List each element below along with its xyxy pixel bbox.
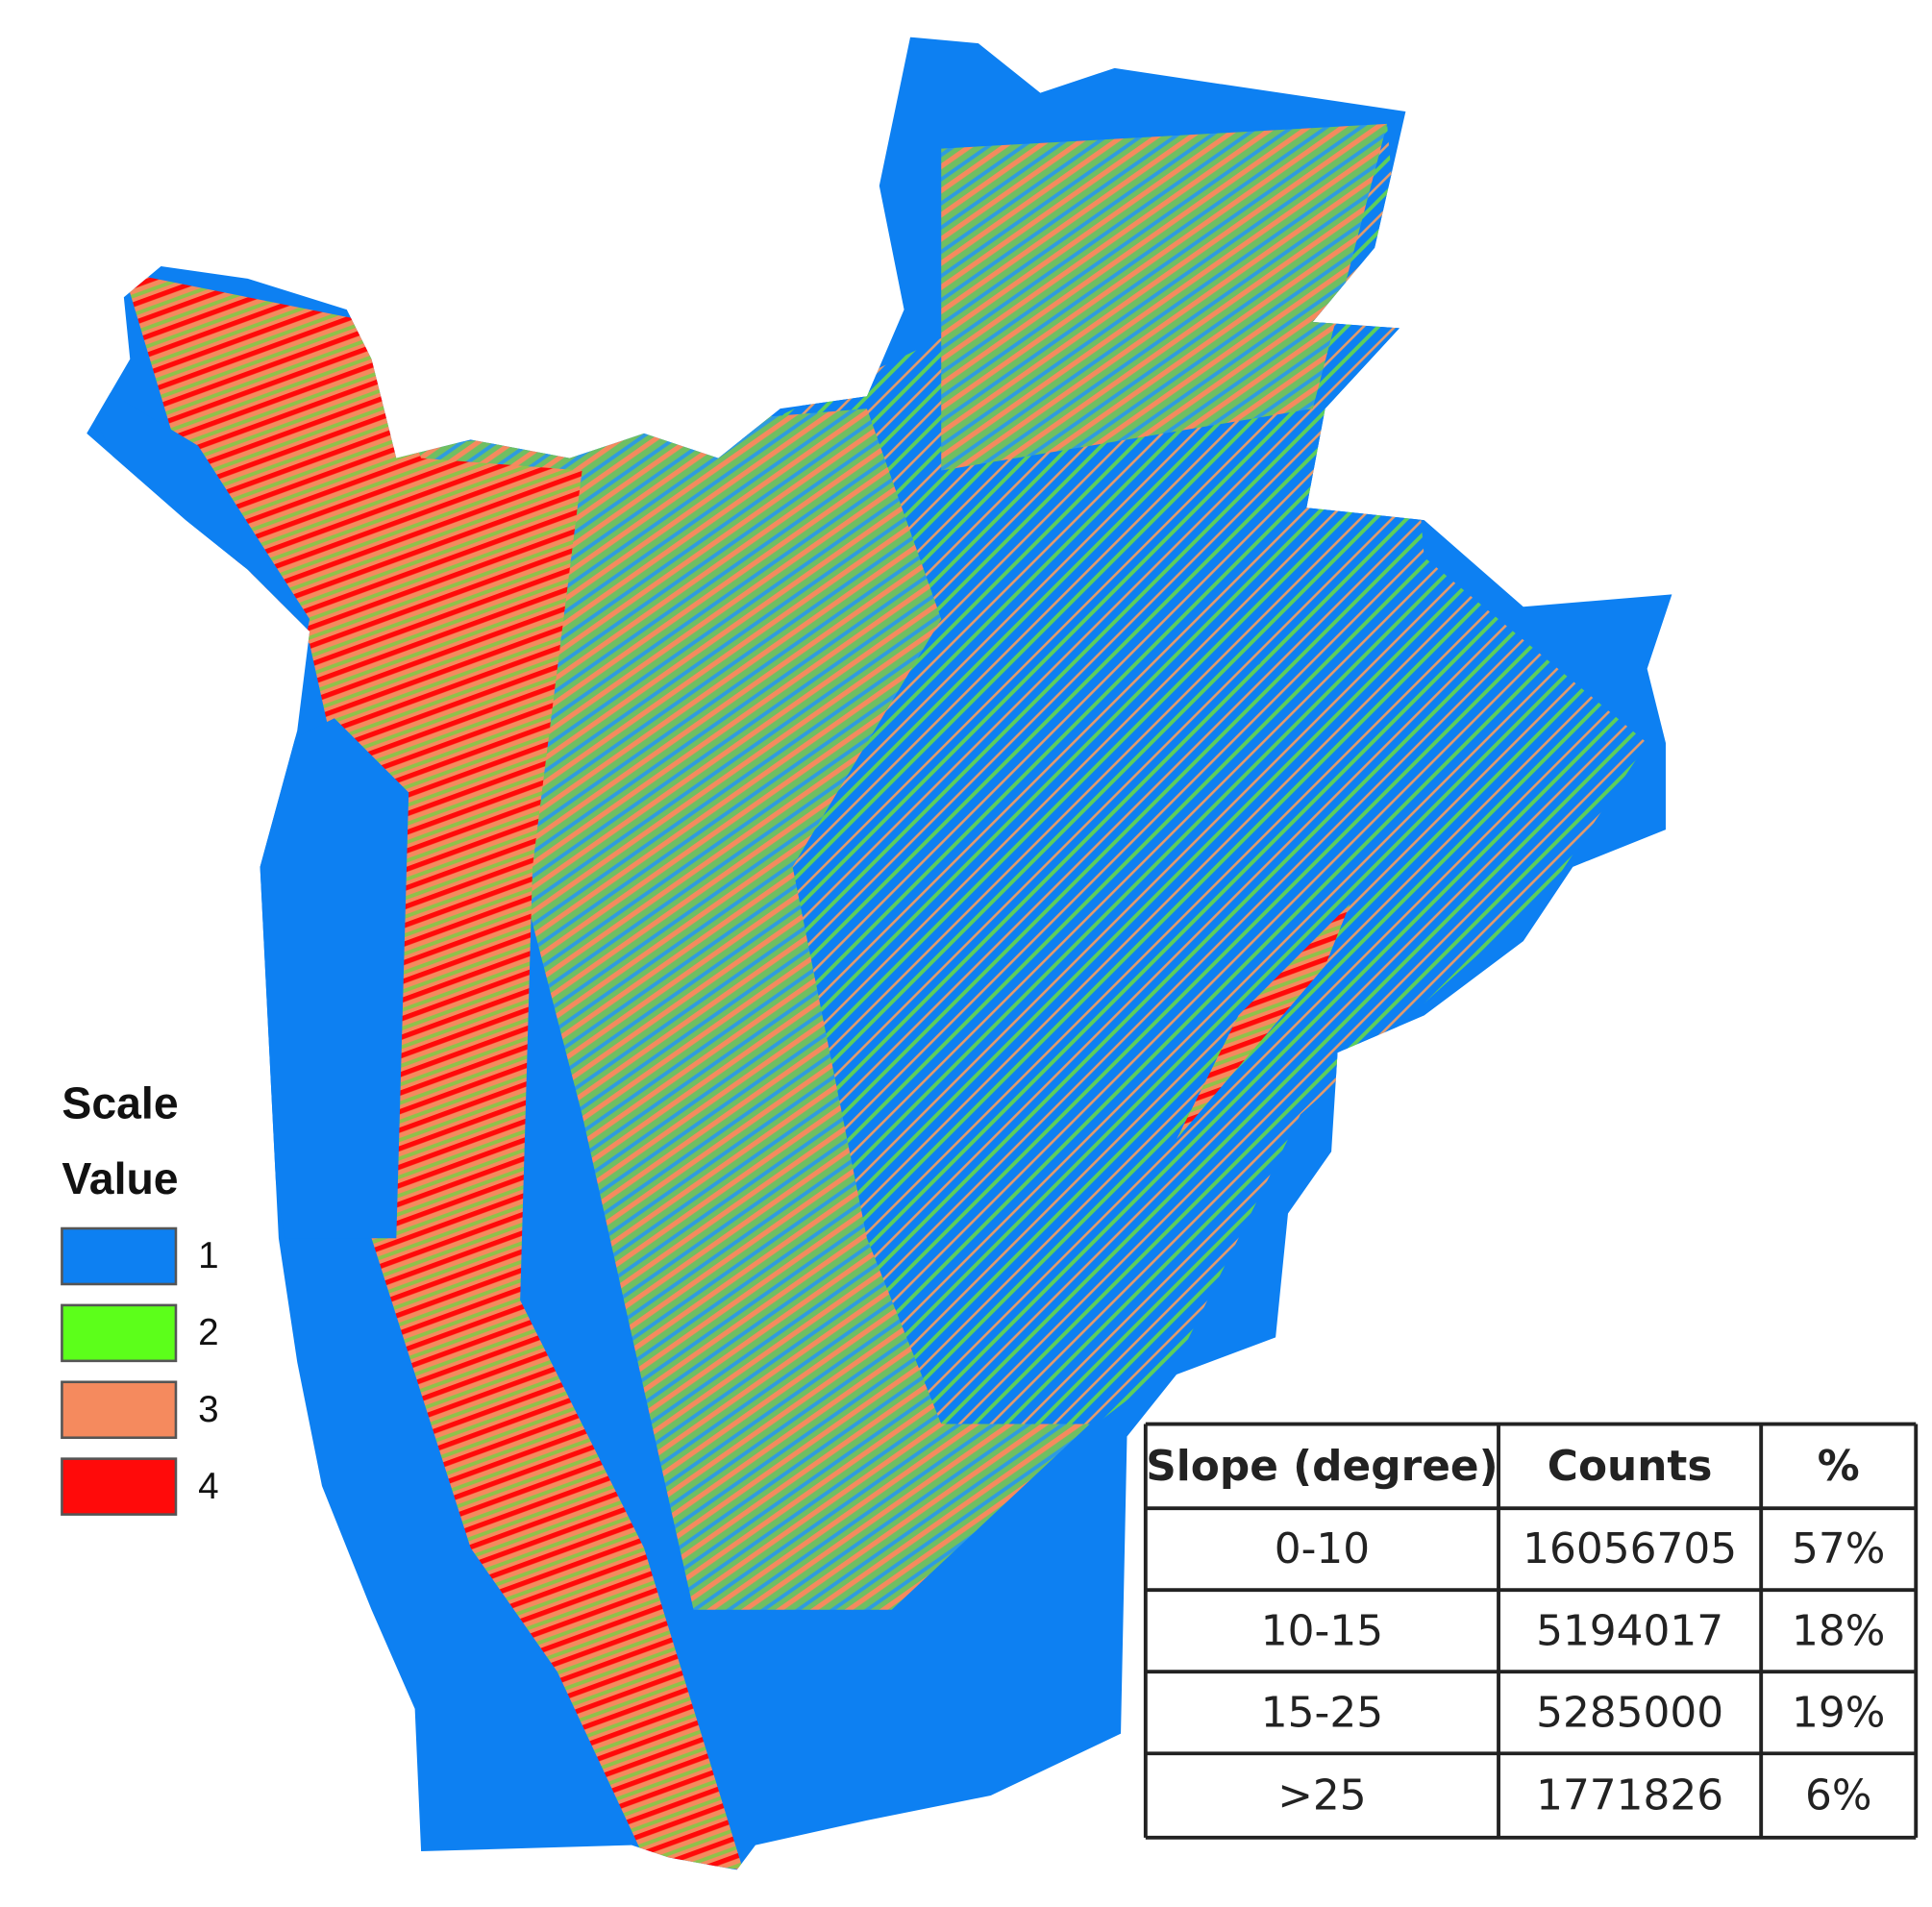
legend-label: 1 — [198, 1235, 219, 1276]
table-cell: 5285000 — [1536, 1688, 1723, 1737]
table-cell: 10-15 — [1261, 1606, 1383, 1655]
table-cell: 0-10 — [1275, 1524, 1370, 1573]
legend-swatch — [61, 1380, 178, 1440]
legend-label: 4 — [198, 1466, 219, 1507]
map-region — [123, 272, 744, 1870]
legend-subtitle: Value — [62, 1153, 178, 1203]
legend-label: 3 — [198, 1389, 219, 1430]
table-cell: 57% — [1792, 1524, 1885, 1573]
table-cell: 6% — [1805, 1771, 1871, 1820]
table-header-cell: % — [1818, 1442, 1860, 1491]
legend-label: 2 — [198, 1312, 219, 1353]
map-region — [1177, 904, 1350, 1140]
legend: Scale Value 1 2 3 4 — [61, 1077, 219, 1516]
table-background — [1145, 1424, 1917, 1838]
table-cell: 5194017 — [1536, 1606, 1723, 1655]
table-cell: 16056705 — [1523, 1524, 1737, 1573]
table-header-cell: Counts — [1548, 1442, 1713, 1491]
map-region — [409, 409, 1090, 1610]
legend-swatch — [61, 1226, 178, 1286]
table-cell: 19% — [1792, 1688, 1885, 1737]
data-table: Slope (degree) Counts % 0-10 16056705 57% 10-1… — [1143, 1422, 1919, 1840]
legend-items: 1 2 3 4 — [61, 1226, 219, 1516]
table-cell: 18% — [1792, 1606, 1885, 1655]
legend-swatch — [61, 1457, 178, 1516]
table-header-cell: Slope (degree) — [1146, 1442, 1498, 1491]
legend-swatch — [61, 1303, 178, 1363]
legend-title: Scale — [62, 1077, 178, 1127]
table-cell: 1771826 — [1536, 1771, 1723, 1820]
table-cell: >25 — [1277, 1771, 1366, 1820]
table-cell: 15-25 — [1261, 1688, 1383, 1737]
map-region — [941, 123, 1388, 471]
